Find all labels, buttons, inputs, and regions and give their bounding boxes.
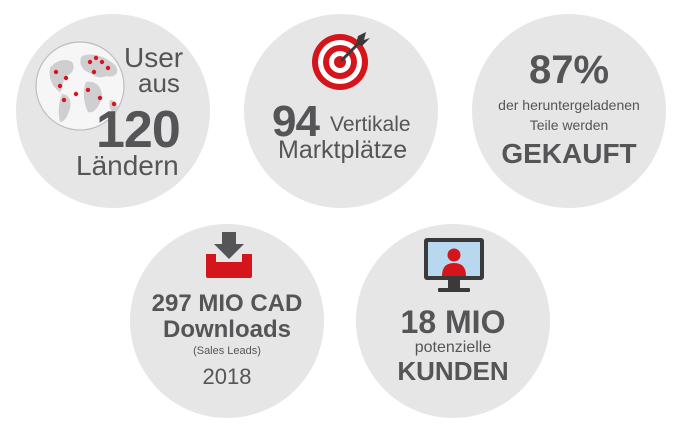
marketplaces-line1: Vertikale	[330, 113, 411, 136]
downloads-line1: 297 MIO CAD	[151, 290, 303, 317]
downloads-line2: Downloads	[162, 316, 291, 343]
purchased-line2: Teile werden	[529, 117, 609, 133]
stat-circle-purchased	[472, 14, 666, 208]
customers-line1: 18 MIO	[400, 304, 506, 340]
users-number: 120	[96, 101, 181, 159]
customers-line3: KUNDEN	[397, 356, 509, 386]
target-icon	[312, 32, 370, 90]
purchased-line3: GEKAUFT	[501, 138, 637, 169]
users-line1: User	[124, 42, 184, 73]
download-tray-icon	[206, 232, 252, 278]
purchased-number: 87%	[528, 48, 610, 92]
downloads-line4: 2018	[202, 364, 252, 389]
monitor-user-icon	[424, 238, 484, 292]
globe-icon	[35, 41, 125, 131]
marketplaces-line2: Marktplätze	[278, 136, 408, 164]
customers-line2: potenzielle	[414, 339, 492, 356]
marketplaces-number: 94	[272, 97, 320, 146]
users-line3: Ländern	[76, 150, 179, 181]
downloads-line3: (Sales Leads)	[193, 345, 261, 357]
purchased-line1: der heruntergeladenen	[498, 97, 640, 113]
users-line2: aus	[138, 68, 180, 98]
